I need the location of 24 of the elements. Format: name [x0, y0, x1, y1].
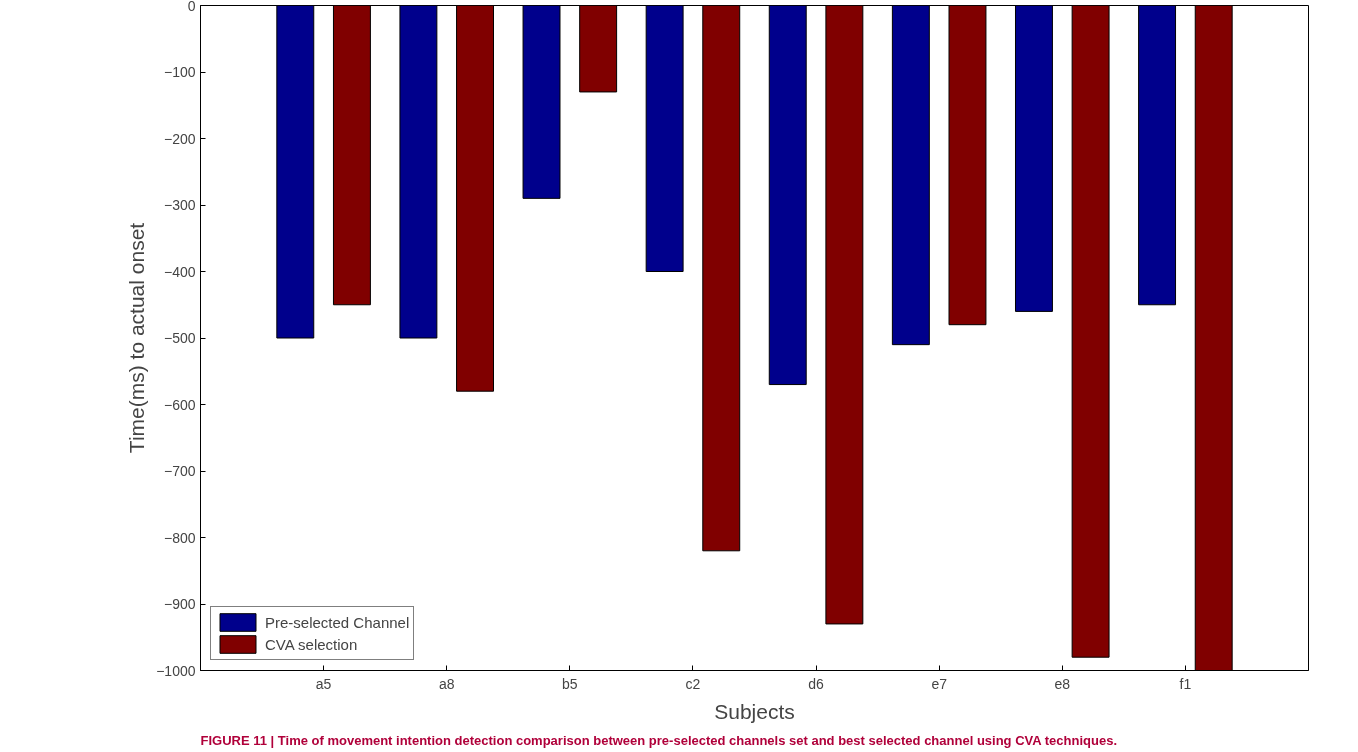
x-tick-label: c2 — [685, 675, 701, 692]
legend-label: Pre-selected Channel — [265, 613, 410, 631]
y-tick-label: −500 — [163, 330, 196, 346]
legend-label: CVA selection — [265, 635, 358, 653]
y-tick-label: −700 — [163, 463, 196, 479]
y-tick-label: −600 — [163, 396, 196, 413]
x-tick-label: e8 — [1054, 675, 1071, 692]
y-axis-title: Time(ms) to actual onset — [125, 222, 149, 454]
y-tick-label: −300 — [163, 197, 196, 213]
y-tick-label: −100 — [163, 64, 196, 80]
y-tick-label: −800 — [163, 529, 196, 546]
x-tick-label: a5 — [315, 675, 332, 692]
x-tick-label: f1 — [1179, 675, 1192, 692]
y-tick-label: −400 — [163, 263, 196, 280]
x-tick-label: d6 — [808, 675, 825, 692]
x-tick-label: e7 — [931, 675, 948, 692]
y-tick-label: 0 — [187, 0, 196, 14]
x-tick-label: a8 — [438, 675, 455, 692]
y-tick-label: −200 — [163, 130, 196, 147]
x-axis-title: Subjects — [714, 699, 795, 723]
x-tick-label: b5 — [562, 675, 578, 692]
y-tick-label: −1000 — [156, 662, 196, 679]
caption: FIGURE 11 | Time of movement intention detection comparison between pre-selected channels set and best selected channel using CVA techniques. — [200, 732, 1117, 748]
y-tick-label: −900 — [163, 596, 196, 612]
